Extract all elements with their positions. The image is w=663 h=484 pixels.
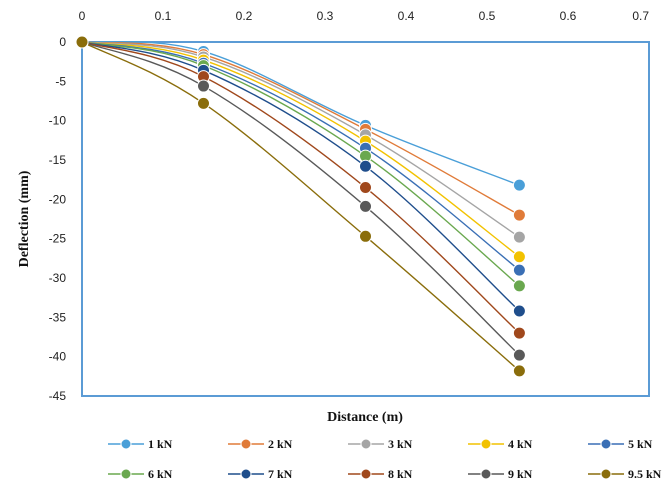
y-tick-label: -15 xyxy=(49,153,67,167)
x-tick-label: 0.2 xyxy=(236,9,253,23)
data-point xyxy=(512,279,526,293)
x-axis-ticks: 0 0.1 0.2 0.3 0.4 0.5 0.6 0.7 xyxy=(79,9,650,23)
legend-label: 4 kN xyxy=(508,437,533,451)
legend-marker xyxy=(120,468,132,480)
legend-marker xyxy=(360,468,372,480)
y-tick-label: -45 xyxy=(49,389,67,403)
y-axis-ticks: 0 -5 -10 -15 -20 -25 -30 -35 -40 -45 xyxy=(49,35,67,403)
legend-label: 1 kN xyxy=(148,437,173,451)
y-tick-label: -5 xyxy=(55,74,66,88)
series-line xyxy=(81,41,520,216)
data-point xyxy=(512,208,526,222)
y-tick-label: -20 xyxy=(49,192,67,206)
legend-label: 8 kN xyxy=(388,467,413,481)
legend: 1 kN 2 kN 3 kN 4 kN 5 kN 6 kN 7 kN 8 kN 9 kN 9.5 … xyxy=(108,437,662,481)
data-point xyxy=(359,159,372,173)
series-line xyxy=(81,41,520,271)
series-line xyxy=(81,41,520,258)
data-point xyxy=(75,35,89,49)
legend-marker xyxy=(480,468,492,480)
x-tick-label: 0.5 xyxy=(479,9,496,23)
legend-label: 2 kN xyxy=(268,437,293,451)
legend-marker xyxy=(240,438,252,450)
x-tick-label: 0.4 xyxy=(398,9,415,23)
data-point xyxy=(512,178,526,192)
data-point xyxy=(359,199,372,213)
y-tick-label: -25 xyxy=(49,232,67,246)
data-point xyxy=(197,96,210,110)
legend-label: 9 kN xyxy=(508,467,533,481)
y-tick-label: 0 xyxy=(59,35,66,49)
data-point xyxy=(197,79,210,93)
series-line xyxy=(81,41,520,186)
data-point xyxy=(359,229,372,243)
data-point xyxy=(512,304,526,318)
data-point xyxy=(512,230,526,244)
series-line xyxy=(81,41,520,287)
data-point xyxy=(512,326,526,340)
legend-marker xyxy=(600,438,612,450)
series-lines xyxy=(81,41,520,372)
legend-marker xyxy=(480,438,492,450)
x-tick-label: 0 xyxy=(79,9,86,23)
y-axis-title: Deflection (mm) xyxy=(17,170,32,267)
legend-marker xyxy=(600,468,612,480)
legend-marker xyxy=(360,438,372,450)
y-tick-label: -40 xyxy=(49,350,67,364)
legend-label: 7 kN xyxy=(268,467,293,481)
series-points xyxy=(75,35,526,378)
y-tick-label: -10 xyxy=(49,114,67,128)
legend-label: 5 kN xyxy=(628,437,653,451)
legend-label: 6 kN xyxy=(148,467,173,481)
x-tick-label: 0.1 xyxy=(155,9,172,23)
legend-marker xyxy=(120,438,132,450)
x-tick-label: 0.6 xyxy=(560,9,577,23)
data-point xyxy=(512,364,526,378)
series-line xyxy=(81,41,520,334)
data-point xyxy=(512,348,526,362)
data-point xyxy=(512,263,526,277)
y-tick-label: -30 xyxy=(49,271,67,285)
series-line xyxy=(81,41,520,238)
x-tick-label: 0.3 xyxy=(317,9,334,23)
series-line xyxy=(81,41,520,312)
plot-area xyxy=(81,41,650,397)
legend-marker xyxy=(240,468,252,480)
legend-label: 3 kN xyxy=(388,437,413,451)
y-tick-label: -35 xyxy=(49,310,67,324)
series-line xyxy=(81,41,520,356)
x-axis-title: Distance (m) xyxy=(327,410,403,425)
x-tick-label: 0.7 xyxy=(632,9,649,23)
data-point xyxy=(359,181,372,195)
data-point xyxy=(512,250,526,264)
legend-label: 9.5 kN xyxy=(628,467,662,481)
series-line xyxy=(81,41,520,372)
